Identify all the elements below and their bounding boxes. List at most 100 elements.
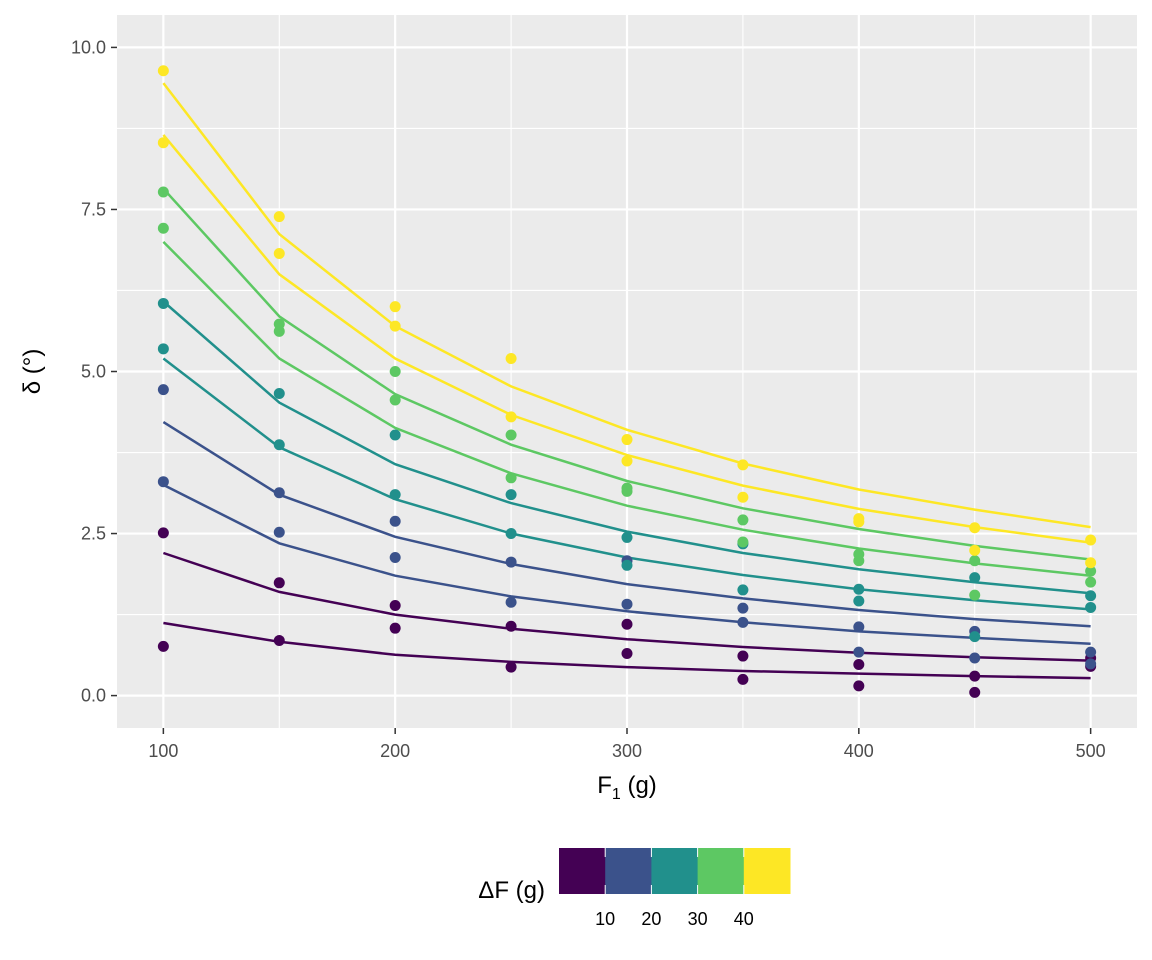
data-point <box>389 320 401 332</box>
data-point <box>853 658 865 670</box>
fitted-curve <box>163 621 1091 680</box>
y-tick-label: 7.5 <box>81 199 106 219</box>
data-point <box>389 599 401 611</box>
data-point <box>157 384 169 396</box>
data-point <box>273 318 285 330</box>
data-point <box>273 211 285 223</box>
data-point <box>737 650 749 662</box>
x-axis-title-main: F <box>597 772 612 799</box>
data-point <box>157 186 169 198</box>
data-point <box>969 589 981 601</box>
data-point <box>621 618 633 630</box>
data-point <box>737 459 749 471</box>
data-point <box>1085 557 1097 569</box>
data-point <box>853 595 865 607</box>
data-point <box>273 388 285 400</box>
legend-title: ΔF (g) <box>478 877 545 904</box>
data-point <box>621 559 633 571</box>
data-point <box>1085 565 1097 577</box>
data-point <box>389 622 401 634</box>
data-point <box>505 596 517 608</box>
fitted-curve <box>162 82 1091 529</box>
legend-tick-label: 40 <box>734 909 754 929</box>
legend-color-swatch <box>605 848 652 894</box>
x-tick-label: 400 <box>844 741 874 761</box>
fitted-curve <box>162 134 1091 544</box>
data-point <box>969 572 981 584</box>
x-tick-label: 100 <box>148 741 178 761</box>
y-tick-label: 0.0 <box>81 686 106 706</box>
data-point <box>737 673 749 685</box>
data-point <box>389 394 401 406</box>
data-point <box>969 631 981 643</box>
data-point <box>505 528 517 540</box>
data-point <box>389 489 401 501</box>
y-tick-label: 2.5 <box>81 524 106 544</box>
data-point <box>389 429 401 441</box>
data-point <box>969 670 981 682</box>
fitted-curve <box>162 483 1091 645</box>
data-point <box>737 536 749 548</box>
x-axis: 100 200 300 400 500 <box>148 728 1106 761</box>
data-point <box>737 616 749 628</box>
data-point <box>389 552 401 564</box>
y-tick-label: 5.0 <box>81 362 106 382</box>
data-point <box>621 434 633 446</box>
data-point <box>389 366 401 377</box>
data-point <box>1085 590 1097 602</box>
legend: ΔF (g) 10 20 30 40 <box>478 848 791 929</box>
legend-tick-label: 20 <box>641 909 661 929</box>
data-point <box>853 583 865 595</box>
data-point <box>505 429 517 441</box>
data-point <box>1085 601 1097 613</box>
data-point <box>505 489 517 501</box>
legend-tick-label: 30 <box>688 909 708 929</box>
data-point <box>273 487 285 499</box>
data-point <box>737 514 749 526</box>
fitted-curves <box>162 82 1091 680</box>
data-point <box>273 577 285 589</box>
data-point <box>157 527 169 539</box>
x-tick-label: 200 <box>380 741 410 761</box>
x-tick-label: 300 <box>612 741 642 761</box>
data-point <box>505 411 517 423</box>
data-point <box>621 482 633 494</box>
data-point <box>389 515 401 527</box>
x-tick-label: 500 <box>1076 741 1106 761</box>
fitted-curve <box>162 241 1091 577</box>
data-point <box>737 584 749 596</box>
data-point <box>1085 646 1097 658</box>
data-point <box>621 598 633 610</box>
data-point <box>1085 658 1097 670</box>
x-axis-title-subscript: 1 <box>612 786 621 803</box>
fitted-curve <box>162 187 1091 561</box>
data-point <box>273 439 285 451</box>
data-point <box>621 647 633 659</box>
data-point <box>1085 576 1097 588</box>
legend-color-swatch <box>651 848 699 894</box>
data-points <box>157 65 1097 698</box>
data-point <box>273 634 285 646</box>
data-point <box>505 661 517 673</box>
legend-tick-label: 10 <box>595 909 615 929</box>
legend-tick-labels: 10 20 30 40 <box>595 909 754 929</box>
data-point <box>273 526 285 538</box>
y-axis-title: δ (°) <box>19 349 46 395</box>
data-point <box>737 602 749 614</box>
data-point <box>1085 534 1097 546</box>
y-axis: 0.0 2.5 5.0 7.5 10.0 <box>71 37 117 706</box>
data-point <box>853 621 865 633</box>
legend-color-swatch <box>743 848 791 894</box>
data-point <box>969 522 981 534</box>
data-point <box>621 531 633 543</box>
data-point <box>157 343 169 355</box>
data-point <box>737 491 749 503</box>
data-point <box>389 301 401 313</box>
data-point <box>157 65 169 77</box>
x-axis-title: F1 (g) <box>597 772 657 803</box>
y-tick-label: 10.0 <box>71 37 106 57</box>
data-point <box>505 472 517 484</box>
data-point <box>853 513 865 525</box>
legend-color-swatch <box>697 848 745 894</box>
